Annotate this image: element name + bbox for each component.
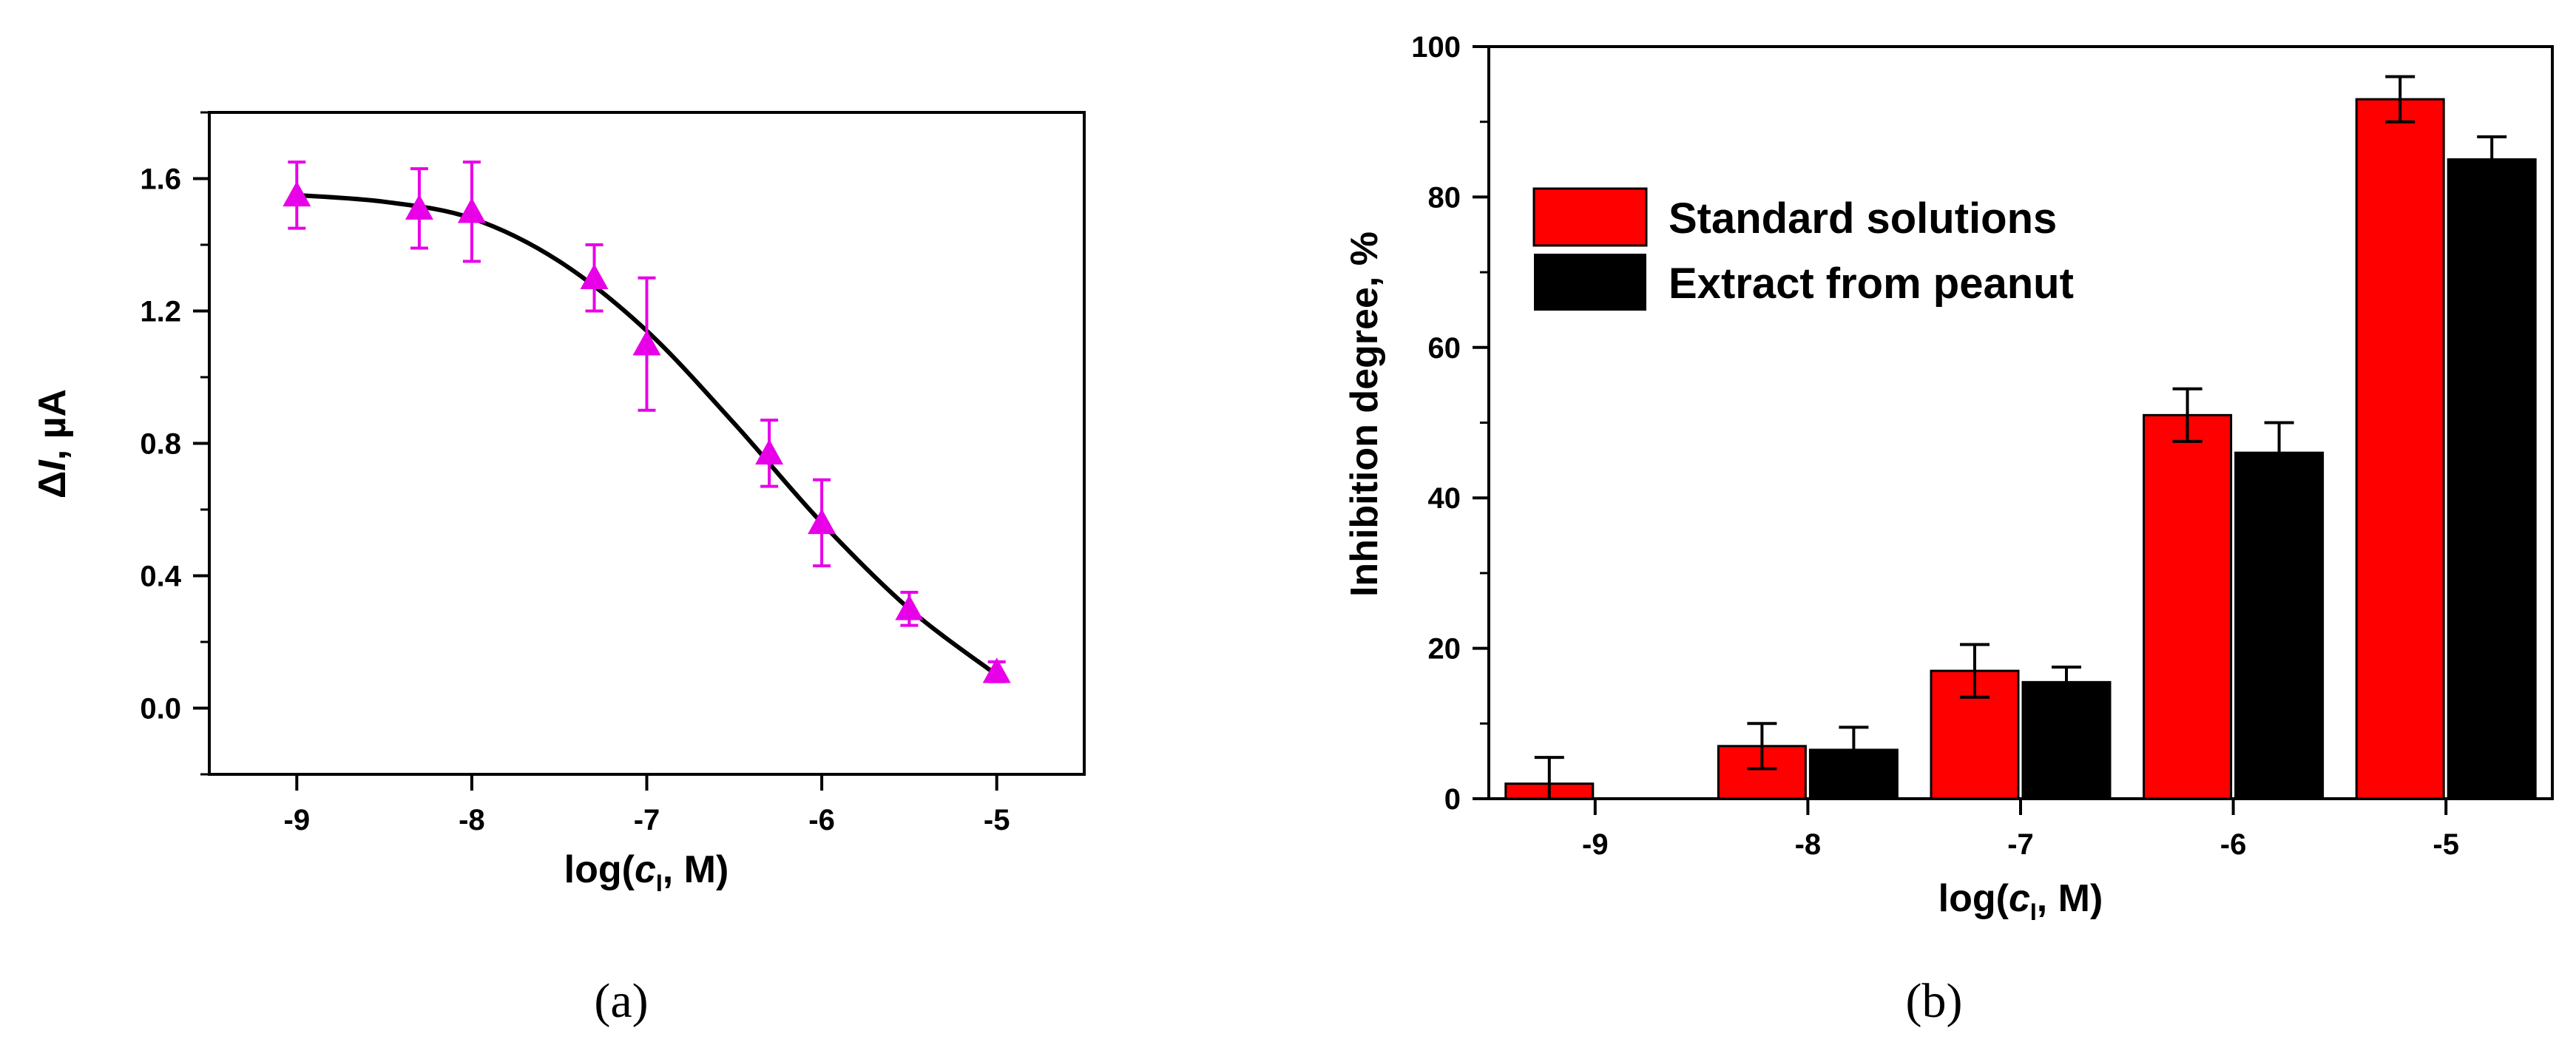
x-tick-label: -8 [1795,828,1822,861]
chart-a: -9 -8 -7 -6 -5 0.0 0.4 0.8 1.2 1.6 log(cI, M) ΔI… [31,111,1086,896]
data-point-triangle [982,657,1011,683]
data-point-triangle [895,595,924,620]
chart-a-plot-frame [208,111,1086,776]
bar [2355,98,2445,800]
x-tick-label: -9 [284,804,311,836]
data-point-triangle [808,508,836,535]
data-point-triangle [580,263,609,289]
x-tick-label: -7 [2007,828,2034,861]
bar [2021,680,2112,800]
data-point-triangle [457,197,486,223]
x-tick-label: -5 [984,804,1010,836]
chart-b-x-axis-label: log(cI, M) [1938,877,2103,925]
y-tick-label: 0 [1444,783,1461,816]
chart-b-legend: Standard solutions Extract from peanut [1532,187,2074,311]
data-point-triangle [632,330,661,356]
y-tick-label: 1.2 [140,296,181,328]
data-point-triangle [405,194,433,220]
chart-b: 0 20 40 60 80 100 -9 -8 -7 -6 -5 Standard solutio… [1343,31,2554,925]
x-tick-label: -7 [634,804,660,836]
y-tick-label: 80 [1428,181,1461,214]
x-tick-label: -8 [459,804,485,836]
y-tick-label: 40 [1428,482,1461,515]
chart-b-y-axis-label: Inhibition degree, % [1343,231,1386,597]
legend-swatch-standard [1532,187,1648,247]
chart-a-x-axis-label: log(cI, M) [564,848,729,896]
x-tick-label: -6 [2220,828,2247,861]
y-tick-label: 0.0 [140,693,181,726]
chart-a-y-axis-label: ΔI, µA [31,389,74,498]
legend-label-standard: Standard solutions [1669,195,2057,243]
y-tick-label: 60 [1428,332,1461,365]
x-tick-label: -5 [2433,828,2459,861]
chart-a-fit-curve [297,192,998,677]
data-point-triangle [755,439,784,465]
bar [2447,158,2537,800]
legend-label-peanut: Extract from peanut [1669,260,2074,308]
data-point-triangle [283,180,311,207]
x-tick-label: -6 [808,804,835,836]
chart-b-y-ticks: 0 20 40 60 80 100 [1411,31,1489,816]
x-tick-label: -9 [1582,828,1609,861]
legend-swatch-peanut [1534,254,1646,311]
chart-a-x-ticks: -9 -8 -7 -6 -5 [284,774,1010,836]
chart-a-y-ticks: 0.0 0.4 0.8 1.2 1.6 [140,111,209,776]
y-tick-label: 0.8 [140,428,181,461]
y-tick-label: 100 [1411,31,1461,64]
y-tick-label: 0.4 [140,561,181,593]
chart-a-data-points [283,160,1011,683]
bar [2234,451,2325,800]
bar [2143,413,2233,800]
y-tick-label: 20 [1428,633,1461,666]
panel-label-a: (a) [594,974,648,1028]
panel-label-b: (b) [1906,974,1963,1028]
chart-b-bars [1504,75,2537,800]
y-tick-label: 1.6 [140,163,181,196]
chart-b-x-ticks: -9 -8 -7 -6 -5 [1582,799,2459,861]
